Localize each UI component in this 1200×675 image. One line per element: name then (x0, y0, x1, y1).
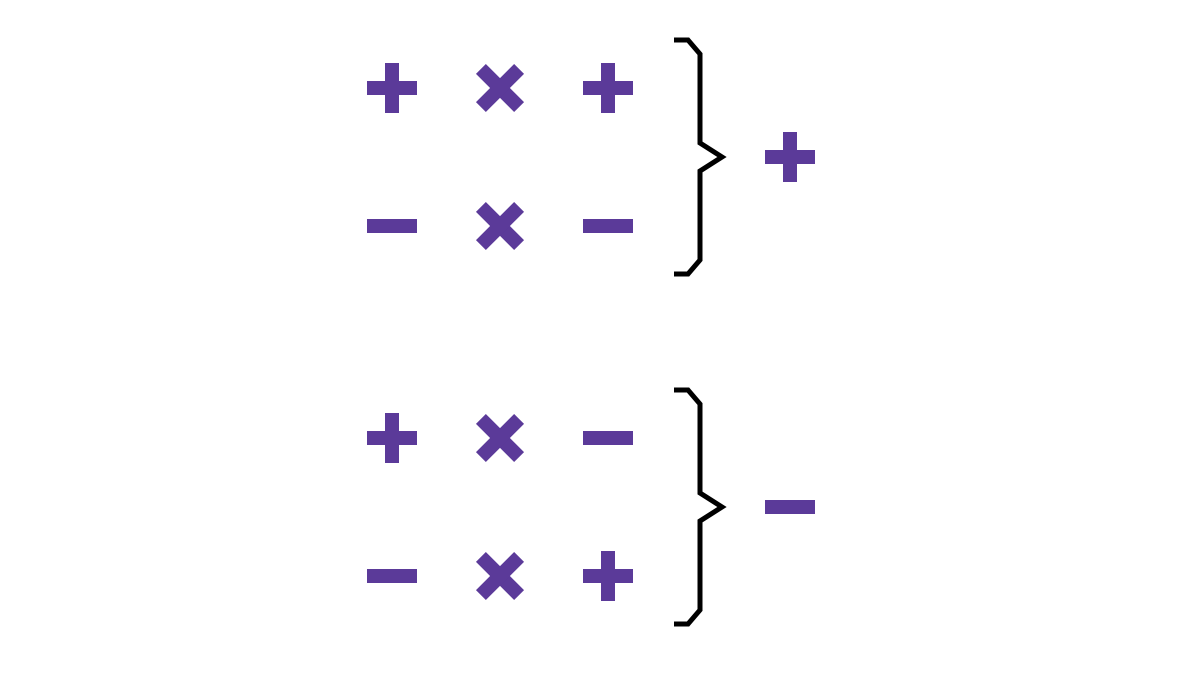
group2-row2-plus-icon (583, 551, 633, 601)
group2-row2-minus-icon (367, 569, 417, 583)
group2-row1-plus-icon (367, 413, 417, 463)
group1-row1-plus-icon (367, 63, 417, 113)
group2-row1-times-icon (476, 414, 524, 462)
group1-row2-minus-icon (367, 219, 417, 233)
group2-result-minus-icon (765, 500, 815, 514)
group2-brace-icon (674, 390, 722, 624)
group1-brace-icon (674, 40, 722, 274)
group1-row2-times-icon (476, 202, 524, 250)
sign-rules-diagram (0, 0, 1200, 675)
group2-row1-minus-icon (583, 431, 633, 445)
group1-row1-plus-icon (583, 63, 633, 113)
group2-row2-times-icon (476, 552, 524, 600)
group1-row1-times-icon (476, 64, 524, 112)
group1-row2-minus-icon (583, 219, 633, 233)
group1-result-plus-icon (765, 132, 815, 182)
